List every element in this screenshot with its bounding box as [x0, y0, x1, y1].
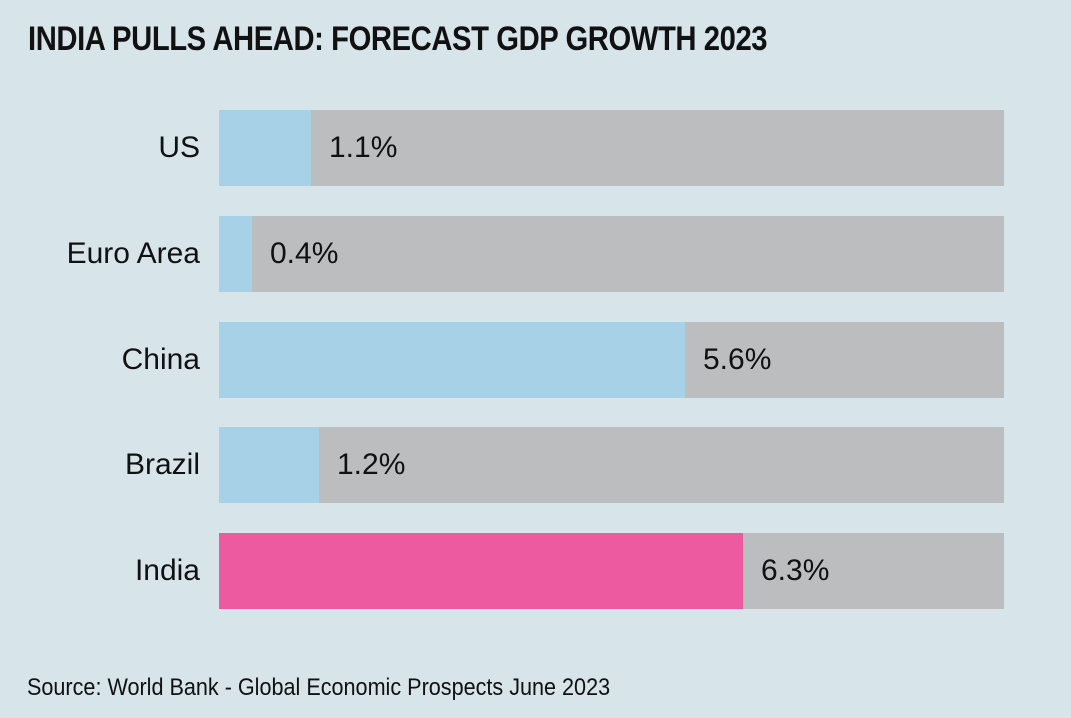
bar-row: US 1.1%: [0, 110, 1071, 186]
bar: [219, 321, 685, 398]
bar: [219, 110, 311, 186]
category-label: India: [134, 554, 200, 587]
category-label: US: [158, 131, 200, 164]
chart-title: INDIA PULLS AHEAD: FORECAST GDP GROWTH 2…: [28, 20, 768, 58]
bar-track: 1.1%: [219, 110, 1004, 186]
value-label: 1.2%: [337, 448, 406, 482]
bar-row: India 6.3%: [0, 533, 1071, 609]
category-label: Brazil: [124, 448, 200, 482]
category-label: China: [121, 342, 200, 376]
value-label: 6.3%: [761, 554, 830, 587]
bar-row: Brazil 1.2%: [0, 427, 1071, 504]
bar: [219, 533, 743, 609]
bar: [219, 427, 319, 504]
value-label: 1.1%: [329, 131, 398, 164]
source-note: Source: World Bank - Global Economic Pro…: [27, 674, 611, 701]
bar-track: 6.3%: [219, 533, 1004, 609]
bar-track: 5.6%: [219, 321, 1004, 398]
bar-row: Euro Area 0.4%: [0, 215, 1071, 292]
category-label: Euro Area: [66, 236, 200, 270]
bar: [219, 215, 252, 292]
value-label: 0.4%: [270, 236, 339, 270]
bar-track: 0.4%: [219, 215, 1004, 292]
value-label: 5.6%: [703, 342, 772, 376]
bar-track: 1.2%: [219, 427, 1004, 504]
bar-row: China 5.6%: [0, 321, 1071, 398]
